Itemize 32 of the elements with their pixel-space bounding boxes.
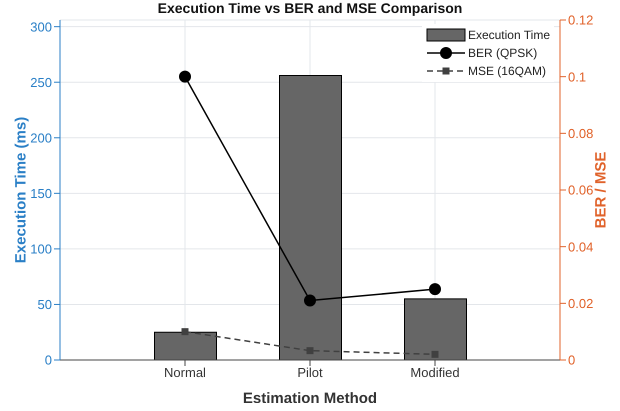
y-tick-label: 100: [30, 242, 52, 257]
y2-tick-label: 0: [568, 352, 576, 368]
y2-tick-label: 0.1: [568, 69, 586, 84]
point: [179, 70, 191, 83]
y2-axis-title: BER / MSE: [592, 152, 610, 228]
x-axis-title: Estimation Method: [242, 390, 378, 407]
legend-label: BER (QPSK): [468, 45, 538, 62]
point: [304, 294, 316, 306]
y2-tick-label: 0.04: [568, 239, 594, 254]
legend-label: Execution Time: [468, 27, 550, 44]
y-tick-label: 50: [38, 297, 52, 312]
bar: [404, 298, 467, 360]
legend-label: MSE (16QAM): [468, 63, 546, 80]
y-tick-label: 200: [30, 130, 52, 146]
y2-tick-label: 0.06: [568, 182, 594, 198]
y-tick-label: 300: [30, 19, 52, 34]
y-axis-title: Execution Time (ms): [12, 116, 30, 264]
y-tick-label: 150: [30, 186, 52, 201]
y2-tick-label: 0.08: [568, 126, 594, 141]
point: [306, 347, 314, 354]
x-tick-label: Pilot: [297, 365, 324, 380]
point: [429, 283, 441, 296]
y-tick-label: 250: [30, 74, 52, 90]
y2-tick-label: 0.02: [568, 296, 594, 311]
point: [432, 350, 438, 358]
y2-tick-label: 0.12: [568, 12, 594, 28]
bar: [154, 332, 217, 360]
y-tick-label: 0: [44, 352, 52, 368]
chart-title: Execution Time vs BER and MSE Comparison: [156, 0, 464, 16]
point: [182, 328, 188, 336]
x-tick-label: Modified: [410, 365, 460, 380]
x-tick-label: Normal: [164, 365, 206, 380]
